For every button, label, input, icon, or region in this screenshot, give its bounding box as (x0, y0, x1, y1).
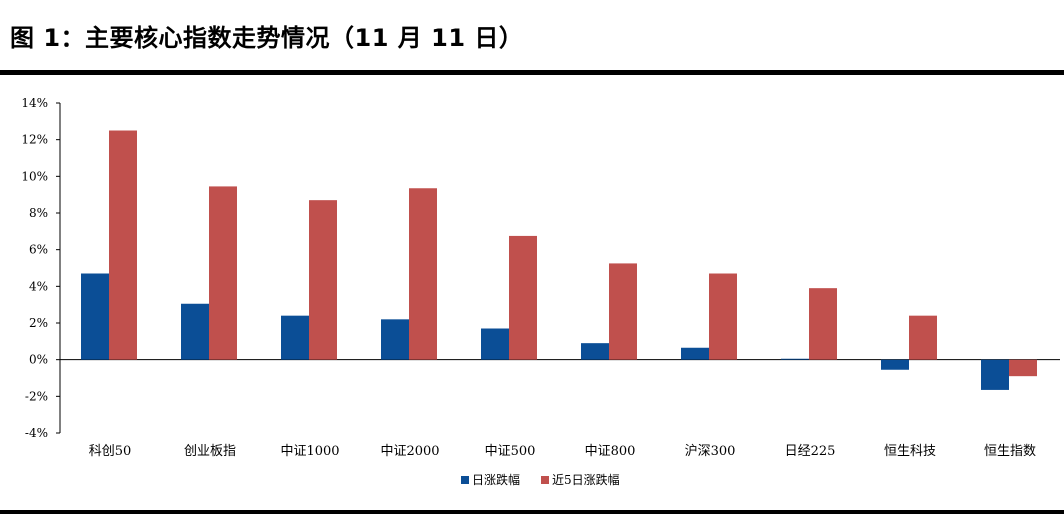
bar-five-day-0 (109, 130, 137, 360)
bar-five-day-5 (609, 263, 637, 360)
bar-five-day-7 (809, 288, 837, 360)
x-tick-label: 沪深300 (685, 443, 736, 459)
bar-daily-8 (881, 359, 909, 370)
y-tick-label: 8% (29, 206, 48, 220)
y-tick-label: -2% (25, 389, 48, 403)
bar-daily-1 (181, 303, 209, 360)
bar-daily-9 (981, 359, 1009, 390)
y-tick-label: 12% (21, 133, 48, 147)
title-divider (0, 70, 1064, 75)
y-tick-label: 4% (29, 279, 48, 293)
legend-swatch-1 (541, 476, 549, 484)
x-tick-label: 中证800 (585, 444, 636, 459)
bar-five-day-6 (709, 273, 737, 360)
bar-five-day-4 (509, 235, 537, 360)
x-tick-label: 中证500 (485, 444, 536, 459)
y-tick-label: 0% (29, 353, 48, 367)
bar-five-day-8 (909, 315, 937, 360)
y-tick-label: -4% (25, 426, 48, 440)
bar-five-day-3 (409, 188, 437, 360)
y-tick-label: 2% (29, 316, 48, 330)
bar-five-day-1 (209, 186, 237, 360)
bar-five-day-9 (1009, 359, 1037, 377)
bar-daily-2 (281, 315, 309, 360)
y-tick-label: 6% (29, 243, 48, 257)
bottom-divider (0, 510, 1064, 514)
legend-label-0: 日涨跌幅 (472, 472, 520, 487)
bar-chart: -4% -2% 0% 2% 4% 6% 8% 10% 12% 14% 科创50 创业板指 中证1000… (21, 96, 1060, 487)
bar-daily-3 (381, 319, 409, 360)
bars (81, 130, 1037, 390)
y-axis: -4% -2% 0% 2% 4% 6% 8% 10% 12% 14% (21, 96, 61, 440)
bar-daily-6 (681, 347, 709, 360)
bar-daily-0 (81, 273, 109, 360)
x-tick-label: 日经225 (785, 444, 836, 459)
legend: 日涨跌幅 近5日涨跌幅 (461, 472, 620, 487)
y-tick-label: 10% (21, 169, 48, 183)
bar-five-day-2 (309, 200, 337, 360)
x-tick-label: 恒生科技 (884, 444, 936, 459)
x-tick-label: 中证1000 (280, 444, 339, 459)
bar-daily-7 (781, 358, 809, 360)
legend-label-1: 近5日涨跌幅 (552, 472, 620, 487)
bar-daily-4 (481, 328, 509, 360)
bar-daily-5 (581, 343, 609, 360)
x-tick-label: 科创50 (89, 444, 132, 459)
x-axis: 科创50 创业板指 中证1000 中证2000 中证500 中证800 沪深300 日经225… (60, 359, 1060, 459)
x-tick-label: 创业板指 (184, 444, 236, 459)
y-tick-label: 14% (21, 96, 48, 110)
chart-title: 图 1：主要核心指数走势情况（11 月 11 日） (10, 24, 524, 52)
legend-swatch-0 (461, 476, 469, 484)
x-tick-label: 中证2000 (380, 444, 439, 459)
x-tick-label: 恒生指数 (984, 444, 1036, 459)
